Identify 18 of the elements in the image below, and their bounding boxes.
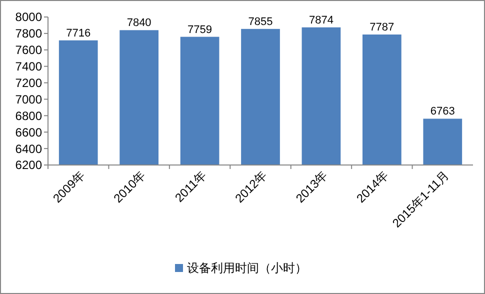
y-tick-label: 8000: [15, 10, 42, 24]
y-tick-label: 7000: [15, 92, 42, 106]
data-label: 6763: [430, 106, 455, 118]
y-tick-label: 6200: [15, 158, 42, 172]
data-label: 7874: [308, 14, 334, 26]
data-label: 7759: [188, 24, 212, 36]
data-label: 7716: [66, 27, 91, 40]
data-label: 7855: [248, 16, 273, 28]
y-tick-label: 7800: [15, 26, 42, 41]
y-tick-label: 6600: [15, 125, 42, 140]
data-label: 7787: [370, 22, 394, 34]
y-tick-label: 7200: [15, 76, 42, 90]
y-tick-label: 6800: [15, 108, 42, 123]
y-tick-label: 6400: [15, 142, 42, 156]
legend-label: 设备利用时间（小时）: [187, 261, 307, 276]
y-tick-label: 7600: [15, 43, 42, 58]
y-tick-label: 7400: [15, 60, 42, 74]
data-label: 7840: [126, 17, 152, 30]
